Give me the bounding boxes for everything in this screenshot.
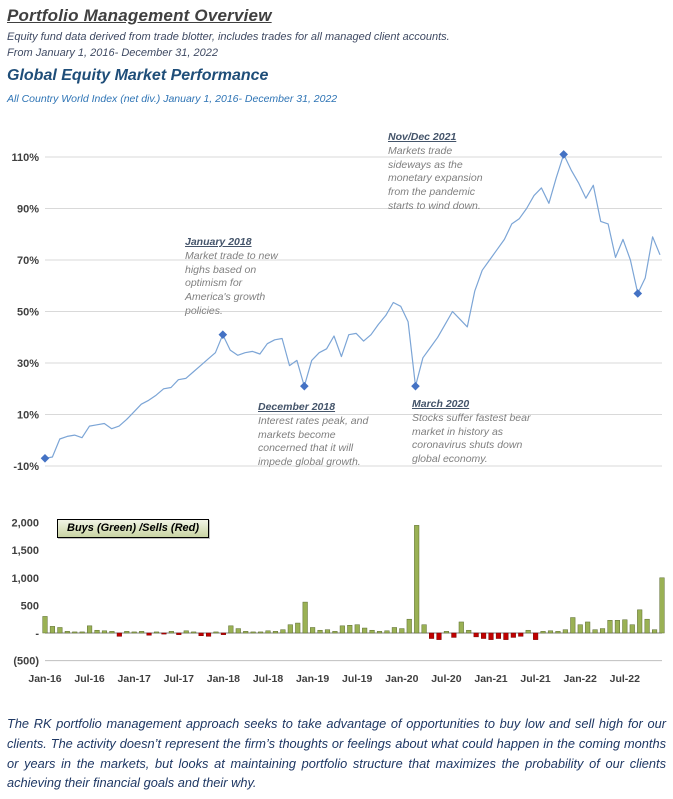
svg-text:Jul-20: Jul-20 — [431, 673, 462, 685]
svg-text:Jul-19: Jul-19 — [342, 673, 373, 685]
annotation-heading: December 2018 — [258, 401, 336, 413]
annotation-heading: January 2018 — [185, 236, 252, 248]
svg-text:70%: 70% — [17, 255, 39, 267]
line-chart-subtitle: All Country World Index (net div.) Janua… — [7, 93, 338, 105]
annotation-march-2020: March 2020 Stocks suffer fastest bear ma… — [412, 398, 538, 467]
svg-text:Jan-18: Jan-18 — [207, 673, 240, 685]
svg-text:-: - — [35, 628, 39, 640]
svg-text:(500): (500) — [13, 656, 39, 668]
annotation-heading: March 2020 — [412, 398, 470, 410]
svg-text:Jul-17: Jul-17 — [164, 673, 195, 685]
line-chart-title: Global Equity Market Performance — [7, 67, 269, 84]
annotation-body: Markets trade sideways as the monetary e… — [388, 145, 483, 212]
page-subtitle: Equity fund data derived from trade blot… — [7, 31, 450, 43]
svg-text:Jul-22: Jul-22 — [610, 673, 641, 685]
annotation-heading: Nov/Dec 2021 — [388, 131, 457, 143]
svg-text:Jul-16: Jul-16 — [74, 673, 105, 685]
svg-text:90%: 90% — [17, 204, 39, 216]
svg-text:500: 500 — [21, 600, 39, 612]
svg-text:1,000: 1,000 — [11, 573, 39, 585]
annotation-novdec-2021: Nov/Dec 2021 Markets trade sideways as t… — [388, 131, 494, 213]
svg-text:50%: 50% — [17, 307, 39, 319]
svg-text:10%: 10% — [17, 410, 39, 422]
market-performance-line-chart: 110% 90% 70% 50% 30% 10% -10% — [11, 150, 662, 473]
svg-text:-10%: -10% — [13, 461, 39, 473]
trade-activity-bar-chart: 2,000 1,500 1,000 500 - (500) Jan-16 Jul-16 Jan-… — [11, 518, 665, 685]
page-date-range: From January 1, 2016- December 31, 2022 — [7, 47, 218, 59]
svg-text:Jul-18: Jul-18 — [253, 673, 284, 685]
annotation-january-2018: January 2018 Market trade to new highs b… — [185, 236, 285, 318]
annotation-body: Stocks suffer fastest bear market in his… — [412, 412, 531, 465]
svg-text:110%: 110% — [11, 152, 39, 164]
svg-text:Jan-17: Jan-17 — [118, 673, 151, 685]
closing-paragraph: The RK portfolio management approach see… — [7, 716, 666, 791]
svg-text:Jan-20: Jan-20 — [385, 673, 418, 685]
annotation-december-2018: December 2018 Interest rates peak, and m… — [258, 401, 382, 470]
svg-text:Jan-21: Jan-21 — [474, 673, 507, 685]
svg-text:Jul-21: Jul-21 — [520, 673, 551, 685]
svg-text:Jan-22: Jan-22 — [564, 673, 597, 685]
page-title: Portfolio Management Overview — [7, 6, 272, 25]
buys-sells-legend: Buys (Green) /Sells (Red) — [57, 519, 210, 538]
svg-text:2,000: 2,000 — [11, 518, 39, 530]
svg-text:30%: 30% — [17, 358, 39, 370]
svg-text:1,500: 1,500 — [11, 545, 39, 557]
annotation-body: Market trade to new highs based on optim… — [185, 250, 278, 317]
svg-text:Jan-16: Jan-16 — [28, 673, 61, 685]
svg-text:Jan-19: Jan-19 — [296, 673, 329, 685]
annotation-body: Interest rates peak, and markets become … — [258, 415, 369, 468]
